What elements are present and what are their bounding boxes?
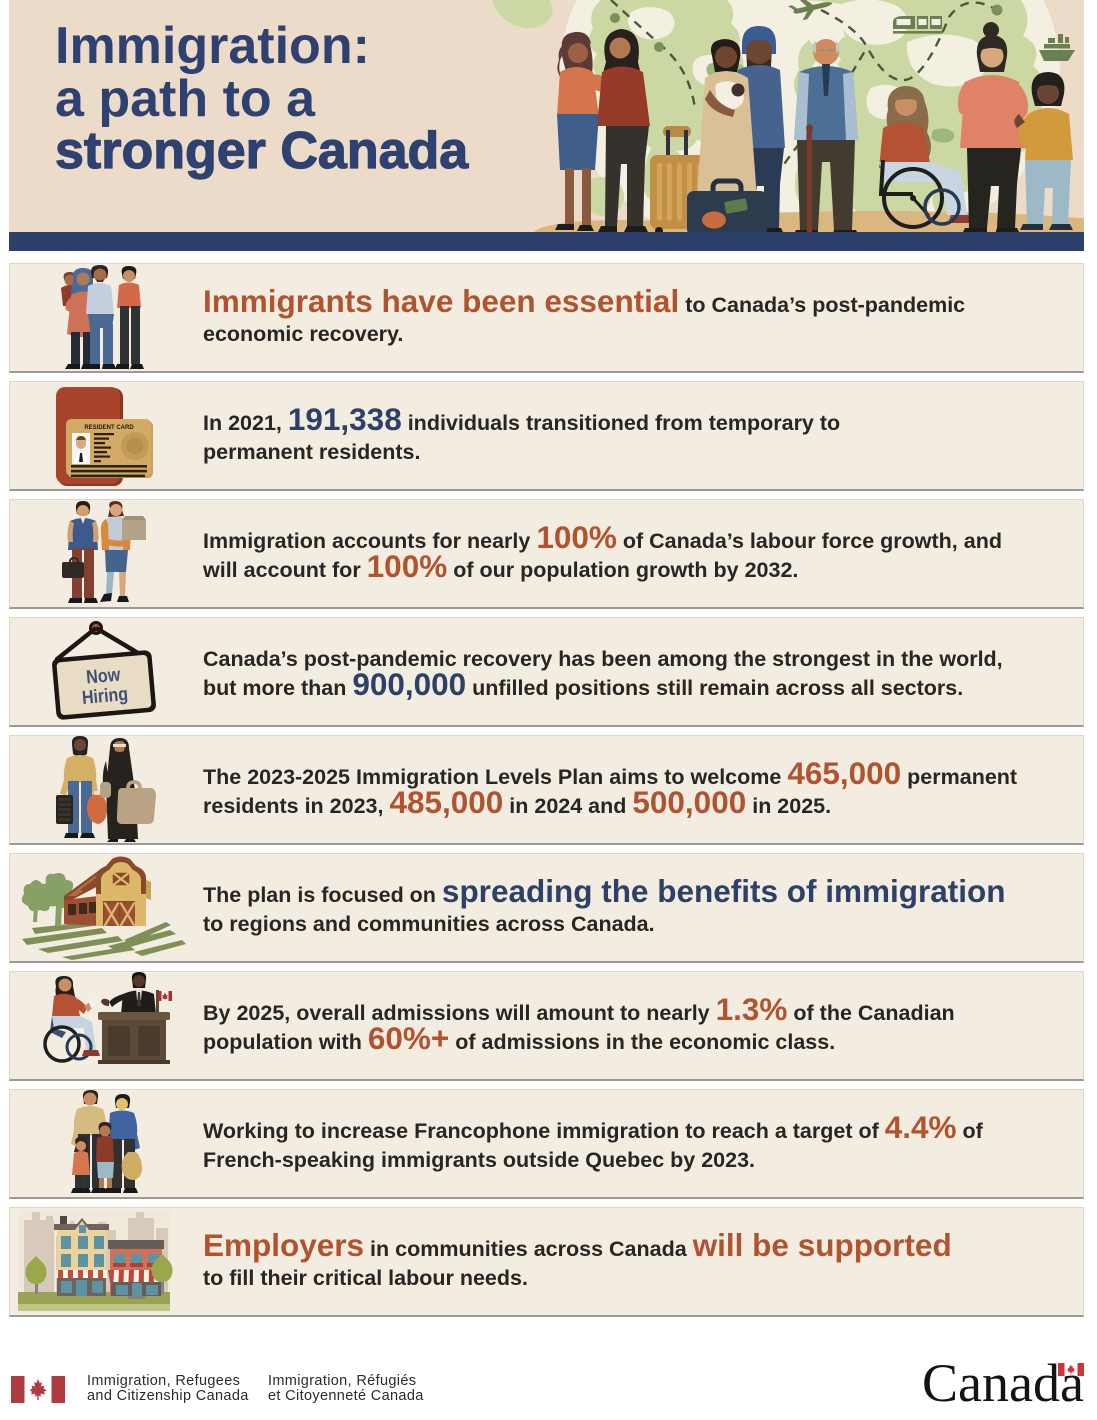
svg-text:Now: Now bbox=[85, 665, 121, 689]
svg-text:RESIDENT CARD: RESIDENT CARD bbox=[84, 425, 134, 431]
svg-text:Hiring: Hiring bbox=[81, 684, 129, 709]
